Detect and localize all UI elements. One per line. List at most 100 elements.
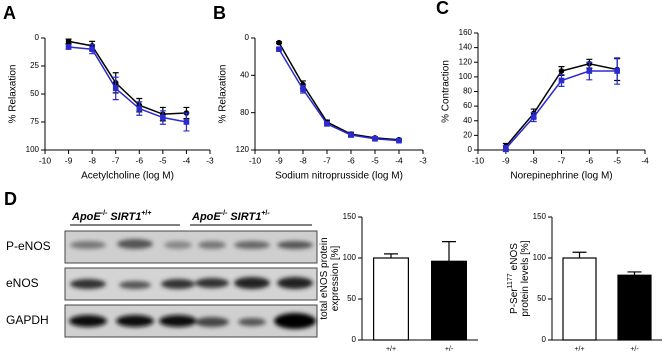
x-tick-label: -7 <box>323 155 331 165</box>
y-tick-label: 140 <box>459 43 473 52</box>
bar <box>373 257 410 341</box>
band <box>69 315 107 327</box>
x-tick-label: +/+ <box>574 346 584 353</box>
group-label: ApoE-/- SIRT1+/- <box>191 210 270 223</box>
band <box>117 239 153 249</box>
point <box>276 46 282 52</box>
error-bar <box>572 251 587 258</box>
x-tick-label: -10 <box>472 155 485 165</box>
band <box>277 277 313 289</box>
text-part: P-Ser <box>509 288 520 314</box>
y-tick-label: 0 <box>542 335 547 344</box>
y-tick-label: 50 <box>30 89 39 98</box>
x-tick-label: -7 <box>558 155 566 165</box>
x-axis-label: Norepinephrine (log M) <box>510 171 612 182</box>
x-tick-label: -9 <box>502 155 510 165</box>
point <box>324 121 330 127</box>
band <box>161 279 195 289</box>
y-axis-label: total eNOS protein <box>319 237 330 319</box>
y-axis-label: % Relaxation <box>218 65 229 124</box>
x-tick-label: -8 <box>88 155 96 165</box>
text-part: total eNOS protein <box>319 237 330 319</box>
y-tick-label: 25 <box>30 61 39 70</box>
y-tick-label: 50 <box>537 294 546 303</box>
point <box>530 114 537 120</box>
band <box>238 318 266 326</box>
x-tick-label: -8 <box>530 155 538 165</box>
text-part: 1177 <box>507 273 514 288</box>
x-tick-label: -10 <box>39 155 52 165</box>
y-tick-label: 80 <box>463 87 472 96</box>
text-part: ApoE <box>191 211 221 223</box>
y-tick-label: 50 <box>347 294 356 303</box>
band <box>159 315 197 327</box>
x-tick-label: +/+ <box>386 346 396 353</box>
row-label: P-eNOS <box>6 239 51 253</box>
x-tick-label: -7 <box>112 155 120 165</box>
x-axis-label: Acetylcholine (log M) <box>81 171 174 182</box>
band <box>198 241 226 249</box>
blot-strip <box>64 230 318 264</box>
bands <box>69 239 316 329</box>
panel-label: B <box>213 3 226 23</box>
y-tick-label: 40 <box>240 70 249 79</box>
panel-label: C <box>436 0 449 18</box>
band <box>116 315 154 327</box>
text-part: SIRT1 <box>230 211 261 223</box>
point <box>112 85 119 92</box>
x-axis-label: Sodium nitroprusside (log M) <box>275 171 403 182</box>
y-tick-label: 80 <box>240 108 249 117</box>
y-tick-label: 160 <box>459 28 473 37</box>
x-tick-label: -9 <box>65 155 73 165</box>
y-axis-label: P-Ser1177 eNOS <box>507 243 519 314</box>
text-part: protein levels [%] <box>520 240 531 316</box>
y-axis-label: % Contraction <box>441 60 452 123</box>
point <box>276 39 282 46</box>
y-axis-label: % Relaxation <box>8 65 19 124</box>
band <box>164 241 192 249</box>
text-part: -/- <box>101 210 108 217</box>
x-tick-label: -6 <box>347 155 355 165</box>
row-label: GAPDH <box>6 313 49 327</box>
y-axis-label: protein levels [%] <box>520 240 531 316</box>
series-line <box>68 46 187 123</box>
series-line <box>68 40 187 115</box>
x-tick-label: -9 <box>275 155 283 165</box>
panel-label: A <box>3 3 16 23</box>
point <box>65 38 72 45</box>
error-bar <box>442 241 456 262</box>
point <box>586 68 593 74</box>
band <box>119 281 151 289</box>
text-part: ApoE <box>71 211 101 223</box>
y-tick-label: 20 <box>463 130 472 139</box>
text-part: SIRT1 <box>110 211 141 223</box>
band <box>70 241 106 249</box>
x-tick-label: -4 <box>183 155 191 165</box>
band <box>234 277 270 289</box>
text-part: +/- <box>261 210 270 217</box>
y-tick-label: 75 <box>30 117 39 126</box>
x-tick-label: +/- <box>630 346 639 353</box>
y-tick-label: 120 <box>459 57 473 66</box>
y-tick-label: 120 <box>236 145 250 154</box>
y-tick-label: 100 <box>26 145 40 154</box>
point <box>503 145 509 152</box>
x-tick-label: -8 <box>299 155 307 165</box>
point <box>614 68 620 74</box>
point <box>183 119 190 125</box>
point <box>89 46 95 52</box>
point <box>136 105 143 112</box>
x-tick-label: -4 <box>641 155 649 165</box>
point <box>372 136 378 142</box>
group-label: ApoE-/- SIRT1+/+ <box>71 210 151 223</box>
y-tick-label: 150 <box>343 212 357 221</box>
point <box>348 132 354 138</box>
x-tick-label: -6 <box>586 155 594 165</box>
y-tick-label: 100 <box>343 253 357 262</box>
band <box>195 278 229 288</box>
y-tick-label: 0 <box>245 33 250 42</box>
x-tick-label: -5 <box>159 155 167 165</box>
bar <box>431 260 468 341</box>
text-part: -/- <box>221 210 228 217</box>
bar <box>617 274 652 341</box>
